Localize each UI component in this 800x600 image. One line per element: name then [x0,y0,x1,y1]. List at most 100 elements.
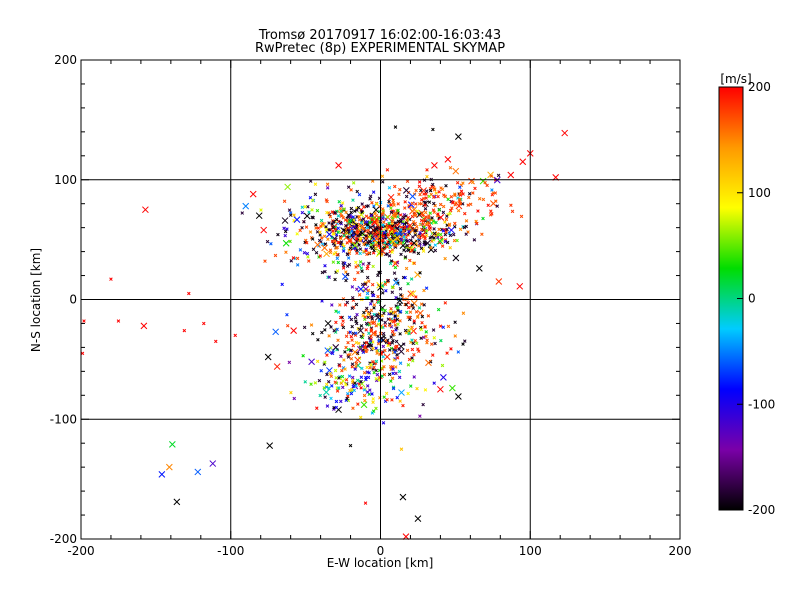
scatter-point [295,256,300,261]
scatter-point [386,343,390,348]
scatter-point [333,277,337,282]
scatter-point [396,322,400,327]
scatter-point [386,232,390,237]
scatter-point [280,282,284,287]
scatter-point [358,415,363,420]
scatter-point [432,195,436,199]
scatter-point [395,352,399,357]
scatter-point [414,341,419,346]
scatter-point [412,213,416,217]
scatter-point [365,365,369,370]
scatter-point [374,214,379,218]
scatter-point [382,220,386,224]
scatter-point [371,397,375,401]
scatter-point [398,231,402,236]
scatter-point [319,218,324,223]
scatter-point [422,303,426,307]
scatter-cross [351,348,359,356]
scatter-point [509,203,513,208]
scatter-point [458,192,462,196]
scatter-point [380,216,385,221]
scatter-point [383,320,387,325]
scatter-point [311,216,315,220]
scatter-point [409,340,413,345]
x-axis-label: E-W location [km] [327,556,434,570]
scatter-point [389,311,393,316]
scatter-cross [418,209,426,217]
scatter-point [444,217,449,222]
scatter-point [419,188,423,193]
scatter-point [288,213,293,217]
scatter-point [372,370,376,375]
scatter-point [393,184,397,189]
scatter-point [432,210,437,214]
scatter-point [350,375,355,380]
scatter-cross [168,441,176,448]
scatter-point [367,235,372,239]
scatter-point [362,205,366,209]
scatter-point [402,225,407,230]
scatter-point [354,319,358,323]
scatter-point [327,386,331,390]
scatter-cross [407,290,415,298]
scatter-point [327,334,331,338]
scatter-point [443,220,447,224]
scatter-point [393,314,397,318]
scatter-point [377,244,381,248]
scatter-point [259,208,263,212]
scatter-point [404,330,409,335]
scatter-cross [351,242,359,249]
scatter-point [390,285,395,289]
scatter-cross [354,356,362,364]
scatter-point [428,236,432,240]
scatter-point [453,334,457,338]
scatter-point [418,414,422,418]
scatter-point [361,313,365,318]
scatter-point [388,323,392,328]
scatter-point [307,259,311,263]
scatter-point [396,219,401,224]
scatter-cross [397,342,405,350]
scatter-cross [414,515,422,522]
scatter-point [327,221,331,225]
scatter-point [347,374,352,378]
scatter-cross [455,133,462,140]
scatter-point [336,260,341,265]
scatter-point [416,244,421,248]
scatter-point [342,208,346,212]
scatter-point [404,302,408,307]
scatter-point [447,223,451,228]
scatter-cross [475,265,483,272]
scatter-point [483,180,487,185]
scatter-point [381,355,385,359]
scatter-point [323,395,327,399]
scatter-point [341,319,345,323]
scatter-point [285,312,289,317]
scatter-point [303,204,307,209]
scatter-point [337,376,341,380]
scatter-point [395,356,400,360]
scatter-point [405,243,409,248]
scatter-point [309,382,313,386]
scatter-point [345,300,350,305]
scatter-cross [281,217,289,224]
scatter-point [372,320,377,325]
scatter-point [470,180,475,185]
x-tick-label: -200 [67,544,94,558]
scatter-point [349,334,354,339]
scatter-point [369,213,374,218]
scatter-point [357,243,361,247]
scatter-point [385,398,389,402]
scatter-point [398,213,403,217]
scatter-point [308,230,313,234]
scatter-point [440,244,445,248]
scatter-point [468,202,473,207]
scatter-cross [392,279,400,286]
scatter-point [471,191,475,195]
scatter-point [406,391,410,396]
scatter-point [361,217,366,221]
scatter-point [322,386,326,390]
scatter-point [381,344,386,349]
scatter-point [387,372,392,377]
